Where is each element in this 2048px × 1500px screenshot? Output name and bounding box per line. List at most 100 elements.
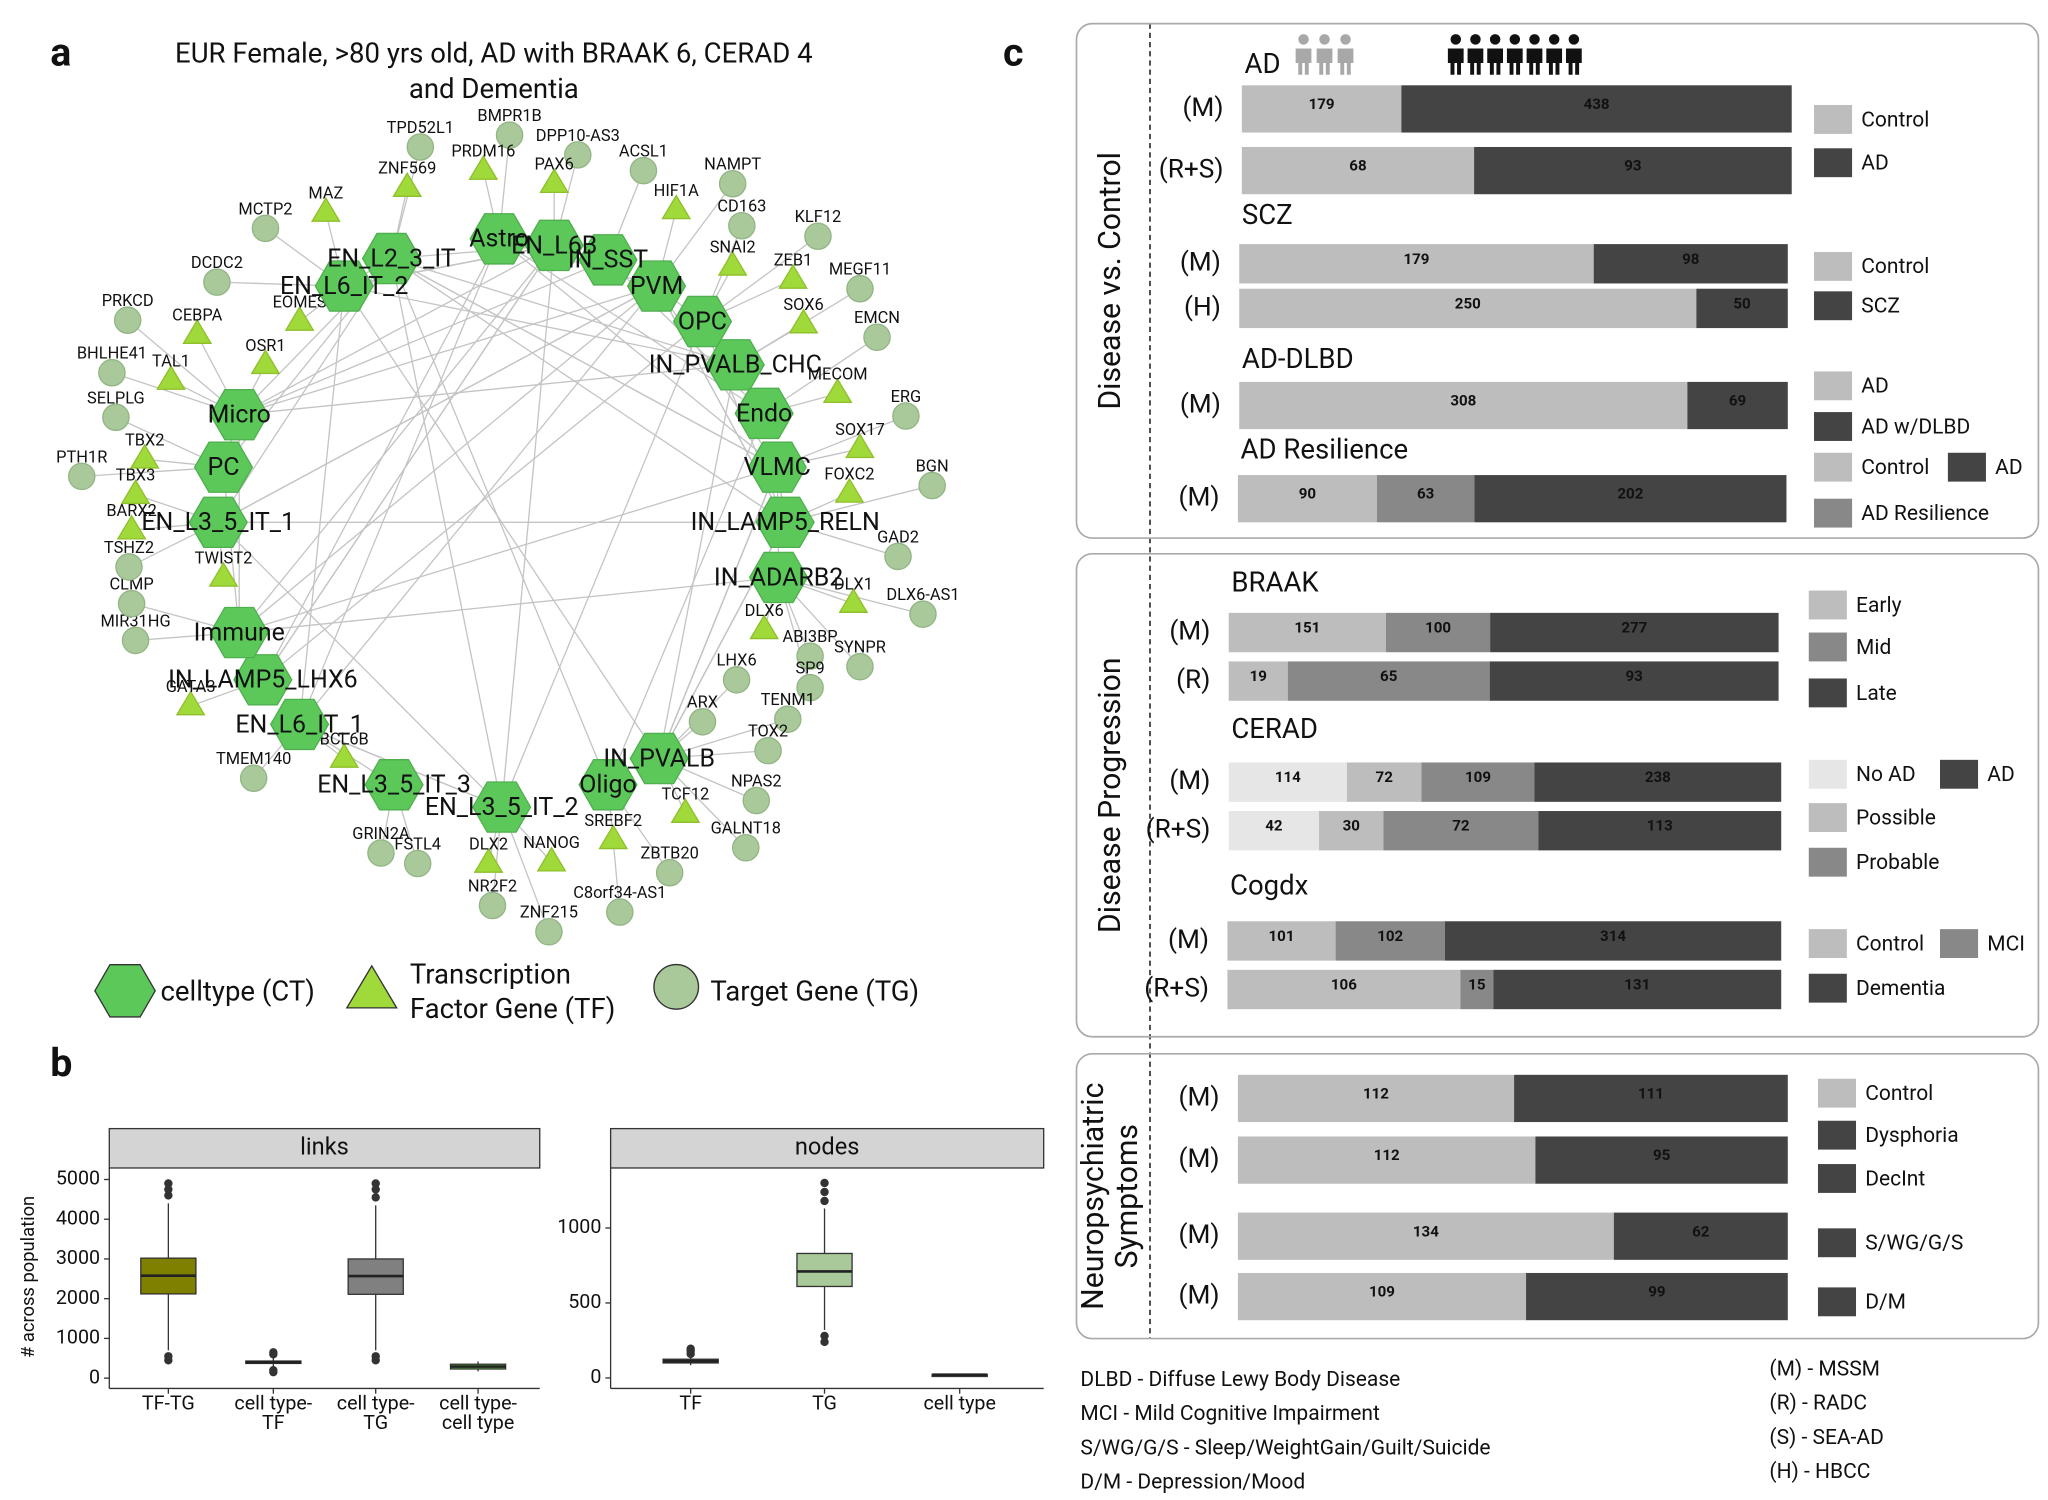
legend-swatch [1814, 291, 1853, 321]
celltype-node [747, 441, 807, 493]
cohort-label: (M) [1179, 1281, 1220, 1311]
gene-label: MCTP2 [238, 200, 292, 219]
bar-segment [1239, 244, 1594, 284]
gene-label: DLX6 [745, 602, 784, 621]
network-edge [238, 285, 657, 634]
bar-value: 277 [1621, 619, 1647, 637]
panel-letter: a [50, 29, 71, 76]
gene-label: TOX2 [748, 723, 788, 742]
bar-value: 438 [1584, 95, 1610, 113]
legend-label: AD [1861, 375, 1888, 399]
tg-node [115, 553, 143, 581]
cohort-label: (M) [1169, 766, 1210, 796]
bar-value: 100 [1425, 619, 1451, 637]
bar-segment [1474, 146, 1792, 195]
tg-node [892, 402, 920, 430]
bar-segment [1538, 811, 1782, 851]
gene-label: DCDC2 [191, 254, 243, 273]
tf-node [116, 514, 147, 540]
celltype-node [469, 213, 529, 265]
gene-label: MAZ [308, 185, 343, 204]
celltype-node [209, 606, 269, 659]
bar-segment [1228, 762, 1347, 802]
legend-swatch [1947, 452, 1986, 482]
panel-title: EUR Female, >80 yrs old, AD with BRAAK 6… [175, 36, 813, 69]
celltype-node [472, 781, 532, 833]
group-title: AD [1244, 47, 1280, 80]
celltype-node [193, 441, 254, 493]
gene-label: ABI3BP [783, 628, 838, 647]
gene-label: GAD2 [877, 528, 919, 547]
tg-node [117, 589, 146, 618]
legend-label: SCZ [1861, 295, 1900, 319]
gene-label: TBX2 [125, 431, 164, 450]
gene-label: ERG [891, 388, 922, 407]
bar-value: 308 [1450, 392, 1476, 410]
legend-hex [94, 964, 156, 1018]
footnote: MCI - Mild Cognitive Impairment [1080, 1402, 1380, 1426]
celltype-label: EN_L3_5_IT_1 [141, 508, 295, 537]
cohort-label: (M) [1179, 1220, 1220, 1250]
tg-node [655, 858, 684, 887]
gene-label: TPD52L1 [387, 119, 454, 138]
bar-segment [1335, 921, 1445, 961]
gene-label: NANOG [523, 834, 580, 853]
gene-label: TBX3 [116, 467, 155, 486]
bar-segment [1460, 969, 1494, 1010]
panel-title: and Dementia [409, 72, 579, 105]
gene-label: GRIN2A [352, 825, 410, 844]
legend-label: Dementia [1856, 977, 1945, 1001]
celltype-label: EN_L3_5_IT_2 [425, 793, 579, 822]
legend-label: AD Resilience [1861, 502, 1989, 526]
bar-value: 202 [1617, 485, 1643, 503]
cohort-label: (R+S) [1146, 815, 1211, 845]
legend-swatch [1814, 148, 1853, 178]
legend-swatch [1808, 590, 1847, 620]
gene-label: DPP10-AS3 [536, 127, 620, 146]
bar-value: 114 [1275, 768, 1301, 786]
network-edge [390, 258, 609, 786]
outlier [371, 1193, 380, 1202]
legend-label: AD [1987, 763, 2014, 787]
outlier [269, 1365, 278, 1375]
celltype-label: EN_L2_3_IT [327, 244, 456, 273]
gene-label: BGN [916, 458, 949, 477]
celltype-label: EN_L6_IT_2 [280, 272, 408, 301]
y-tick-label: 4000 [56, 1206, 100, 1229]
bar-value: 102 [1377, 927, 1403, 945]
legend-label: Control [1861, 456, 1929, 480]
bar-value: 238 [1645, 768, 1671, 786]
tf-node [838, 587, 869, 613]
legend-swatch [1817, 1120, 1857, 1150]
tg-node [909, 600, 937, 628]
bar-value: 19 [1250, 667, 1267, 685]
bar-segment [1474, 475, 1787, 523]
legend-swatch [1814, 251, 1853, 281]
celltype-node [269, 698, 330, 751]
gene-label: SNAI2 [710, 238, 756, 257]
footnote: D/M - Depression/Mood [1080, 1470, 1305, 1494]
bar-segment [1287, 661, 1490, 701]
bar-value: 109 [1465, 768, 1491, 786]
tf-node [156, 364, 186, 390]
facet-strip [609, 1127, 1045, 1169]
person-icon [1470, 34, 1481, 45]
network-edge [239, 285, 657, 416]
bar-segment [1534, 762, 1782, 802]
gene-label: EMCN [854, 309, 900, 328]
gene-label: MECOM [808, 366, 868, 385]
legend-label: AD [1995, 456, 2022, 480]
group-title: AD Resilience [1241, 433, 1409, 466]
legend-swatch [1817, 1287, 1857, 1317]
y-tick-label: 1000 [56, 1326, 100, 1349]
gene-label: TSHZ2 [104, 539, 154, 558]
bar-value: 65 [1380, 667, 1398, 685]
person-icon [1546, 48, 1563, 75]
legend-label: DecInt [1865, 1167, 1925, 1191]
outlier [164, 1352, 173, 1361]
gene-label: PTH1R [56, 448, 107, 467]
celltype-label: EN_L6_IT_1 [235, 710, 363, 739]
gene-label: FOXC2 [824, 465, 874, 484]
celltype-label: PC [207, 453, 239, 482]
tf-node [182, 318, 213, 344]
